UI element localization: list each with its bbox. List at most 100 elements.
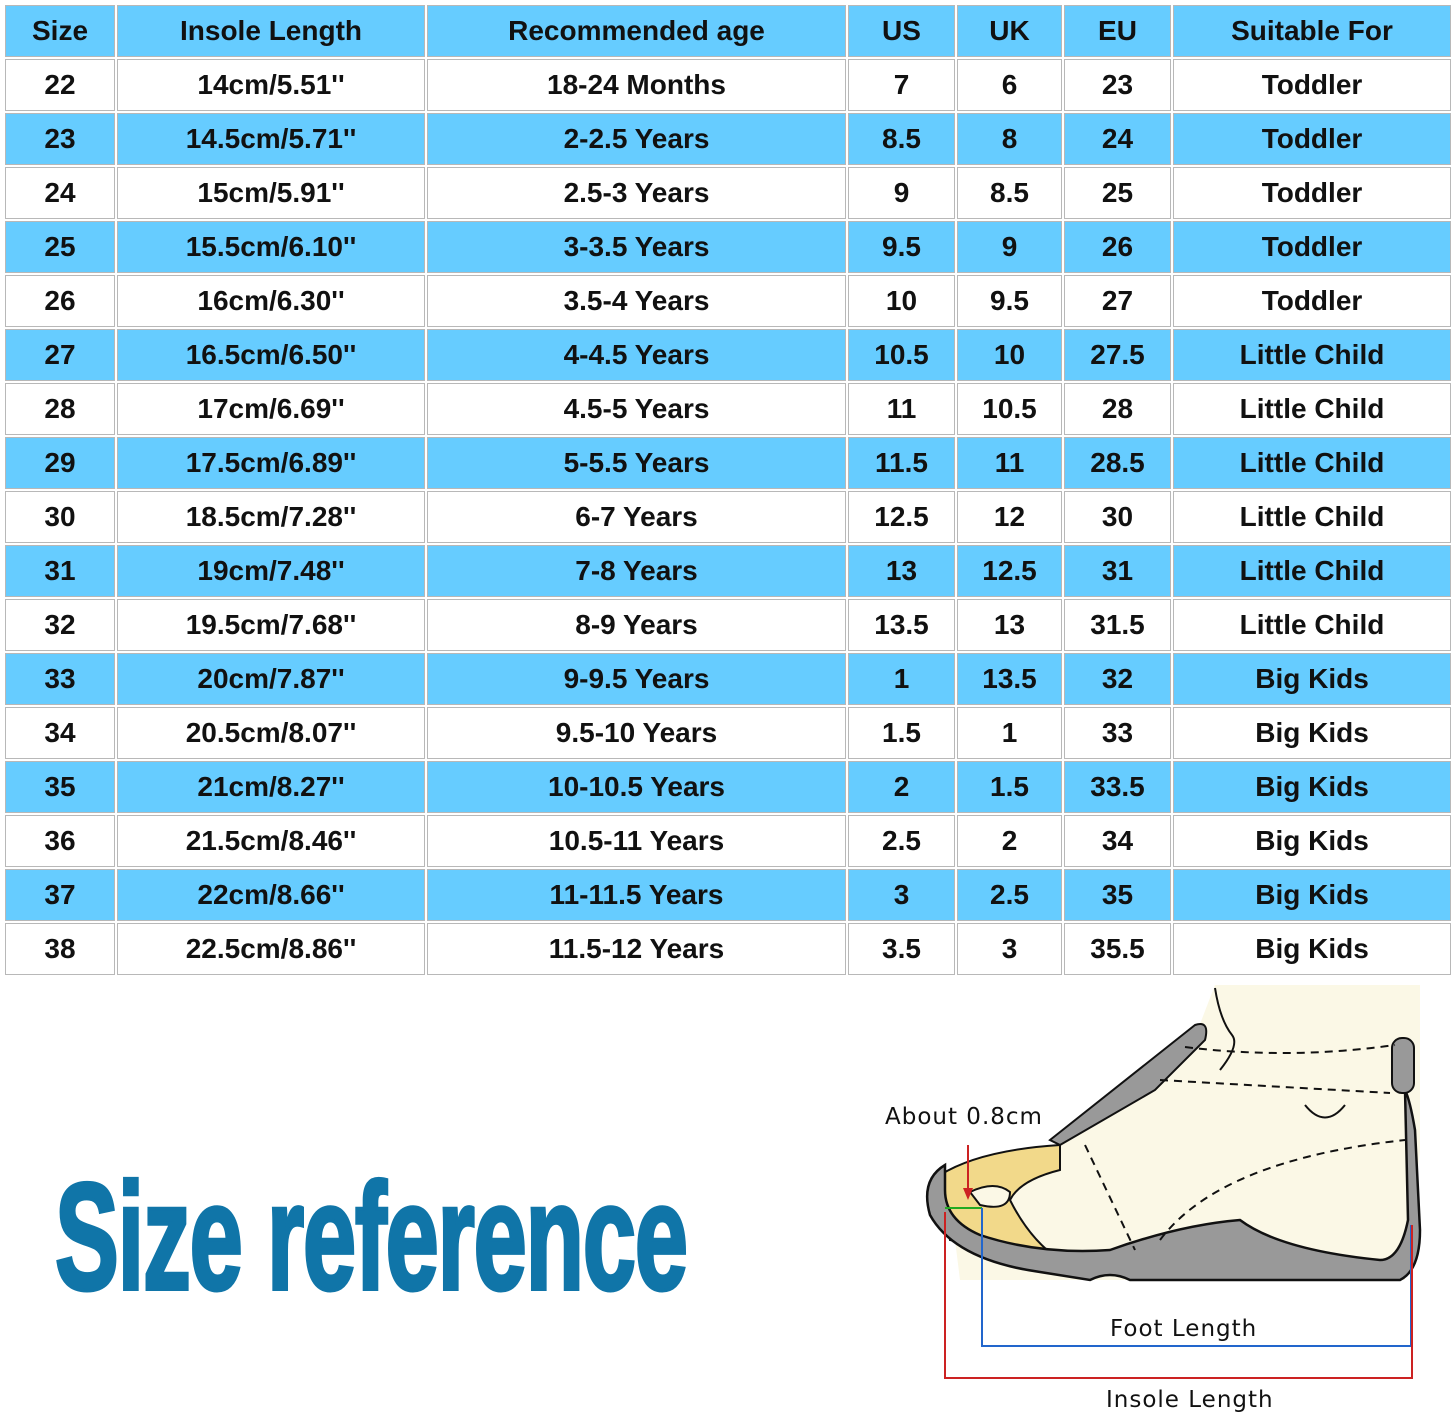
table-cell: 11.5 — [848, 437, 955, 489]
table-cell: 8.5 — [957, 167, 1062, 219]
table-row: 24 15cm/5.91'' 2.5-3 Years 9 8.5 25 Toddler — [5, 167, 1451, 219]
table-cell: 18-24 Months — [427, 59, 846, 111]
arrow-head-icon — [963, 1188, 973, 1200]
table-row: 37 22cm/8.66'' 11-11.5 Years 3 2.5 35 Big Kids — [5, 869, 1451, 921]
table-cell: Toddler — [1173, 113, 1451, 165]
table-row: 27 16.5cm/6.50'' 4-4.5 Years 10.5 10 27.5 Litt… — [5, 329, 1451, 381]
table-cell: 27.5 — [1064, 329, 1171, 381]
table-cell: 7-8 Years — [427, 545, 846, 597]
table-cell: 11 — [957, 437, 1062, 489]
table-cell: 28 — [1064, 383, 1171, 435]
table-cell: Toddler — [1173, 59, 1451, 111]
big-toe — [968, 1185, 1012, 1208]
table-cell: 33.5 — [1064, 761, 1171, 813]
table-cell: 21.5cm/8.46'' — [117, 815, 425, 867]
table-cell: 1 — [957, 707, 1062, 759]
table-cell: 1.5 — [848, 707, 955, 759]
table-row: 32 19.5cm/7.68'' 8-9 Years 13.5 13 31.5 Little… — [5, 599, 1451, 651]
table-cell: 35 — [5, 761, 115, 813]
table-cell: 9.5 — [848, 221, 955, 273]
foot-length-label: Foot Length — [1110, 1316, 1257, 1342]
table-cell: 20.5cm/8.07'' — [117, 707, 425, 759]
table-cell: 12.5 — [848, 491, 955, 543]
table-row: 23 14.5cm/5.71'' 2-2.5 Years 8.5 8 24 Toddler — [5, 113, 1451, 165]
table-cell: 10.5-11 Years — [427, 815, 846, 867]
table-row: 36 21.5cm/8.46'' 10.5-11 Years 2.5 2 34 Big Ki… — [5, 815, 1451, 867]
table-cell: Little Child — [1173, 437, 1451, 489]
table-cell: 9 — [848, 167, 955, 219]
table-cell: 10.5 — [848, 329, 955, 381]
table-cell: 21cm/8.27'' — [117, 761, 425, 813]
table-row: 31 19cm/7.48'' 7-8 Years 13 12.5 31 Little Chi… — [5, 545, 1451, 597]
table-cell: 37 — [5, 869, 115, 921]
table-cell: 17cm/6.69'' — [117, 383, 425, 435]
table-cell: 10-10.5 Years — [427, 761, 846, 813]
table-cell: 12.5 — [957, 545, 1062, 597]
table-cell: 26 — [1064, 221, 1171, 273]
table-cell: 2 — [957, 815, 1062, 867]
table-row: 25 15.5cm/6.10'' 3-3.5 Years 9.5 9 26 Toddler — [5, 221, 1451, 273]
table-cell: 9.5-10 Years — [427, 707, 846, 759]
table-cell: 2 — [848, 761, 955, 813]
table-cell: 8.5 — [848, 113, 955, 165]
table-cell: 27 — [1064, 275, 1171, 327]
table-cell: 10 — [957, 329, 1062, 381]
insole-length-line — [944, 1212, 1413, 1379]
table-cell: 33 — [1064, 707, 1171, 759]
shoe-sole — [925, 1089, 1422, 1282]
table-row: 30 18.5cm/7.28'' 6-7 Years 12.5 12 30 Little C… — [5, 491, 1451, 543]
table-cell: 2-2.5 Years — [427, 113, 846, 165]
table-cell: 3 — [848, 869, 955, 921]
shoe-upper — [1048, 1023, 1208, 1147]
table-cell: 31 — [5, 545, 115, 597]
table-cell: Little Child — [1173, 599, 1451, 651]
table-cell: 17.5cm/6.89'' — [117, 437, 425, 489]
table-cell: 19.5cm/7.68'' — [117, 599, 425, 651]
table-cell: 16cm/6.30'' — [117, 275, 425, 327]
table-cell: Little Child — [1173, 383, 1451, 435]
table-cell: 9.5 — [957, 275, 1062, 327]
table-row: 29 17.5cm/6.89'' 5-5.5 Years 11.5 11 28.5 Litt… — [5, 437, 1451, 489]
table-cell: Little Child — [1173, 545, 1451, 597]
table-cell: 15.5cm/6.10'' — [117, 221, 425, 273]
table-cell: 32 — [1064, 653, 1171, 705]
table-cell: 1.5 — [957, 761, 1062, 813]
table-cell: 36 — [5, 815, 115, 867]
leg-outline — [1214, 987, 1236, 1071]
table-cell: 24 — [1064, 113, 1171, 165]
table-cell: 11.5-12 Years — [427, 923, 846, 975]
insole-length-label: Insole Length — [1106, 1387, 1274, 1413]
ankle-bone — [1304, 1104, 1346, 1119]
size-reference-title: Size reference — [54, 1150, 690, 1324]
table-cell: Toddler — [1173, 275, 1451, 327]
table-cell: 3.5-4 Years — [427, 275, 846, 327]
table-cell: 8-9 Years — [427, 599, 846, 651]
table-cell: Big Kids — [1173, 815, 1451, 867]
table-cell: 10.5 — [957, 383, 1062, 435]
table-row: 35 21cm/8.27'' 10-10.5 Years 2 1.5 33.5 Big Ki… — [5, 761, 1451, 813]
table-cell: Big Kids — [1173, 869, 1451, 921]
table-cell: 14.5cm/5.71'' — [117, 113, 425, 165]
table-cell: 8 — [957, 113, 1062, 165]
column-header: Suitable For — [1173, 5, 1451, 57]
table-cell: 22 — [5, 59, 115, 111]
table-cell: 13.5 — [957, 653, 1062, 705]
table-row: 28 17cm/6.69'' 4.5-5 Years 11 10.5 28 Little C… — [5, 383, 1451, 435]
table-cell: 3.5 — [848, 923, 955, 975]
table-cell: 38 — [5, 923, 115, 975]
table-cell: 4-4.5 Years — [427, 329, 846, 381]
table-cell: 23 — [5, 113, 115, 165]
table-cell: Little Child — [1173, 329, 1451, 381]
table-cell: 27 — [5, 329, 115, 381]
table-header-row: Size Insole Length Recommended age US UK EU Su… — [5, 5, 1451, 57]
column-header: EU — [1064, 5, 1171, 57]
table-cell: 2.5 — [957, 869, 1062, 921]
table-cell: 35 — [1064, 869, 1171, 921]
table-cell: 15cm/5.91'' — [117, 167, 425, 219]
table-cell: 9 — [957, 221, 1062, 273]
table-cell: 13 — [957, 599, 1062, 651]
table-cell: 5-5.5 Years — [427, 437, 846, 489]
table-cell: 32 — [5, 599, 115, 651]
table-cell: 28.5 — [1064, 437, 1171, 489]
table-cell: 22cm/8.66'' — [117, 869, 425, 921]
